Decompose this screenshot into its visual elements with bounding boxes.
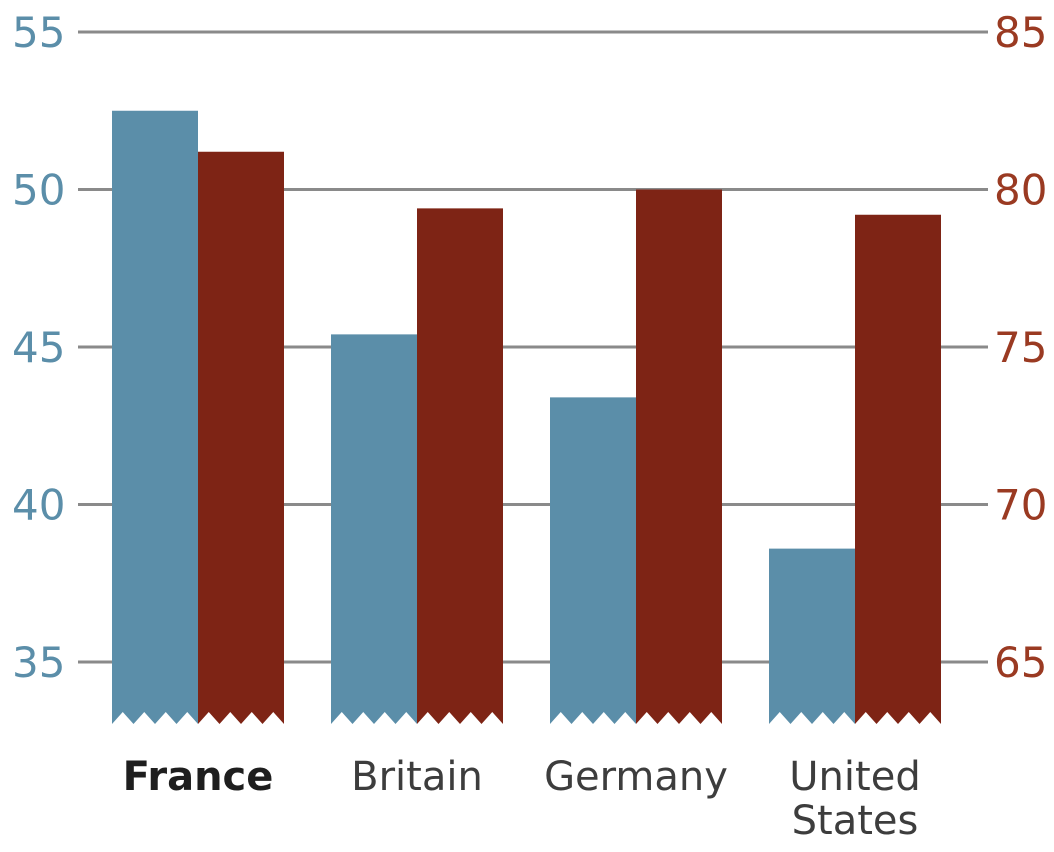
right-axis-bar-britain [417, 208, 503, 724]
category-labels: France Britain Germany United States [123, 754, 921, 844]
right-tick-label: 80 [994, 166, 1047, 215]
right-tick-label: 70 [994, 481, 1047, 530]
left-axis-bar-britain [331, 334, 417, 724]
bars [112, 110, 941, 724]
category-label-germany: Germany [544, 754, 728, 800]
left-axis-ticks: 55 50 45 40 35 [12, 8, 65, 687]
left-axis-bar-france [112, 110, 198, 724]
right-tick-label: 75 [994, 323, 1047, 372]
left-axis-bar-germany [550, 397, 636, 724]
left-tick-label: 55 [12, 8, 65, 57]
right-tick-label: 85 [994, 8, 1047, 57]
right-tick-label: 65 [994, 638, 1047, 687]
right-axis-bar-united-states [855, 214, 941, 724]
left-tick-label: 50 [12, 166, 65, 215]
category-label-france: France [123, 754, 274, 800]
category-label-united-states: United States [789, 754, 920, 844]
right-axis-bar-germany [636, 189, 722, 724]
left-axis-bar-united-states [769, 548, 855, 724]
left-tick-label: 45 [12, 323, 65, 372]
category-label-britain: Britain [351, 754, 483, 800]
left-tick-label: 35 [12, 638, 65, 687]
right-axis-bar-france [198, 151, 284, 724]
left-tick-label: 40 [12, 481, 65, 530]
right-axis-ticks: 85 80 75 70 65 [994, 8, 1047, 687]
